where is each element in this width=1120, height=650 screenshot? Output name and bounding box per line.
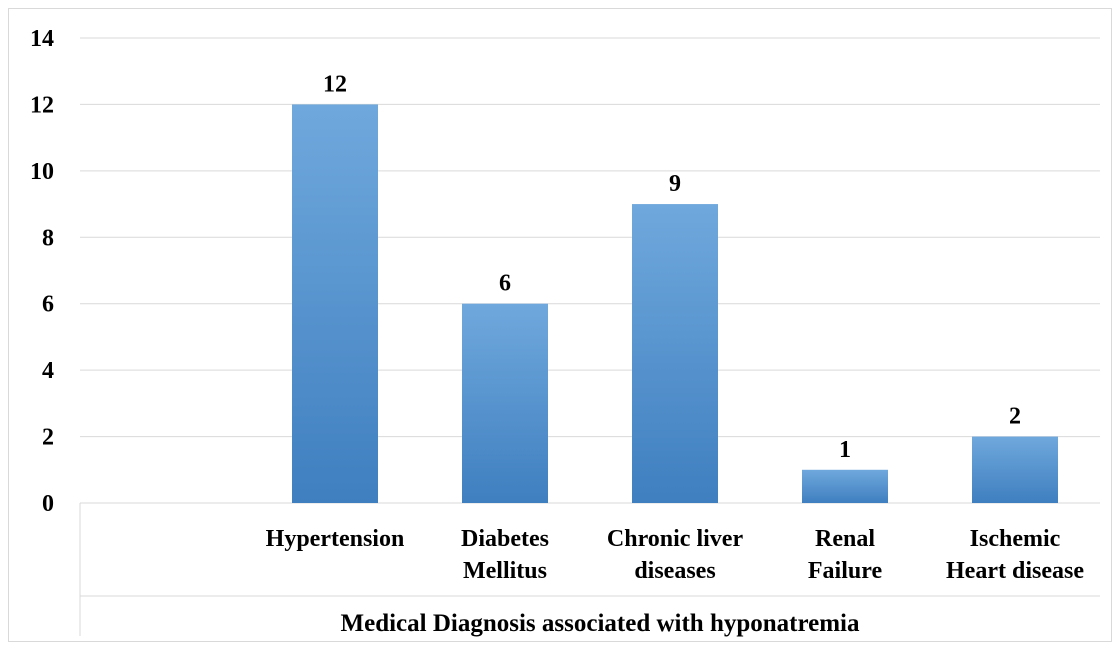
x-tick-label: Ischemic Heart disease: [946, 526, 1084, 584]
bar: [802, 469, 888, 503]
bar: [632, 204, 718, 504]
bars: [292, 104, 1058, 504]
bar-data-label: 9: [669, 171, 681, 197]
gridlines: [80, 37, 1100, 504]
bar: [972, 436, 1058, 503]
x-axis-title: Medical Diagnosis associated with hypona…: [341, 610, 860, 637]
bar-data-label: 2: [1009, 404, 1021, 430]
bar-data-label: 12: [323, 71, 347, 97]
y-tick-label: 6: [42, 292, 54, 318]
x-tick-label: Diabetes Mellitus: [461, 526, 549, 584]
bar: [292, 104, 378, 503]
bar-data-label: 1: [839, 437, 851, 463]
y-tick-label: 10: [30, 159, 54, 185]
x-tick-label: Hypertension: [266, 526, 405, 552]
bar: [462, 303, 548, 503]
x-tick-label: Chronic liver diseases: [607, 526, 744, 584]
chart-frame: [8, 8, 1112, 642]
y-tick-label: 0: [42, 491, 54, 517]
y-tick-label: 14: [30, 26, 54, 52]
y-axis-ticks: 0 2 4 6 8 10 12 14: [30, 26, 54, 517]
x-tick-label: Renal Failure: [808, 526, 883, 584]
y-tick-label: 8: [42, 225, 54, 251]
category-axis-table: Hypertension Diabetes Mellitus Chronic live…: [79, 503, 1100, 636]
bar-data-label: 6: [499, 271, 511, 297]
y-tick-label: 12: [30, 92, 54, 118]
y-tick-label: 2: [42, 425, 54, 451]
y-tick-label: 4: [42, 358, 54, 384]
